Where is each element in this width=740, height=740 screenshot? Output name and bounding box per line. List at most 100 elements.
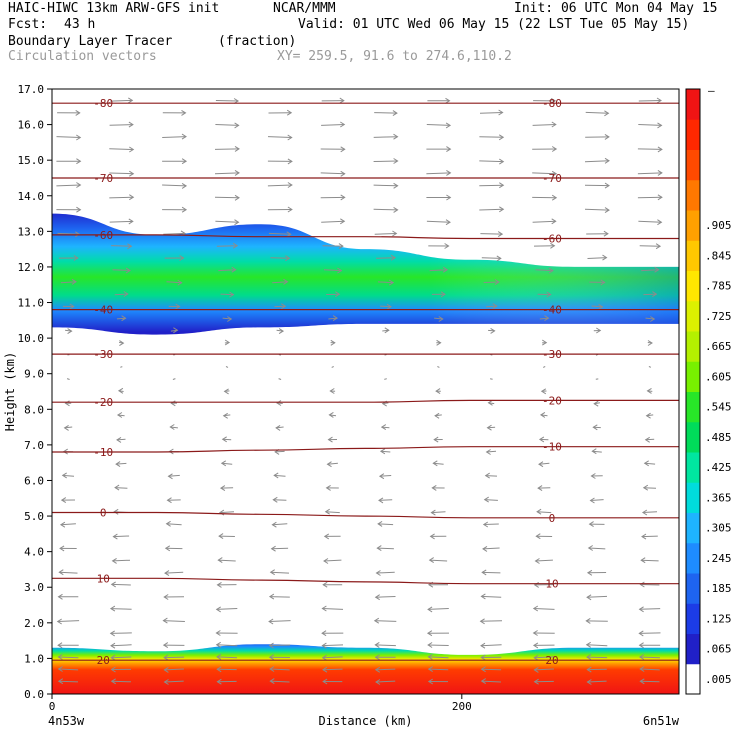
y-tick-label: 7.0 [24,439,44,452]
wind-vector [216,653,238,660]
wind-vector [586,594,608,601]
colorbar-swatch [686,149,700,181]
colorbar-label: .785 [705,280,732,293]
wind-vector [374,110,398,117]
wind-vector [272,278,289,285]
wind-vector [63,424,73,431]
wind-vector [479,158,505,165]
wind-vector [117,387,124,394]
colorbar-swatch [686,663,700,695]
wind-vector [120,366,123,368]
wind-vector [116,412,125,418]
wind-vector [167,473,180,480]
wind-vector [427,666,449,673]
wind-vector [373,182,399,189]
y-tick-label: 1.0 [24,652,44,665]
wind-vector [533,654,555,661]
wind-vector [114,484,128,491]
wind-vector [436,339,442,346]
wind-vector [322,243,344,250]
wind-vector [481,255,502,262]
wind-vector [326,461,338,468]
y-tick-label: 0.0 [24,688,44,701]
contour-label: -70 [93,172,113,185]
wind-vector [268,231,292,238]
wind-vector [268,593,290,600]
plot-frame [51,88,680,695]
wind-vector [215,606,238,613]
y-tick-label: 4.0 [24,546,44,559]
wind-vector [640,557,659,564]
wind-vector [329,388,336,394]
temperature-contour [52,446,679,453]
wind-vector [325,484,339,491]
tracer-layer-lower [52,644,679,694]
vector-field-title: Circulation vectors [8,49,157,64]
wind-vector [428,557,448,564]
wind-vector [323,267,343,274]
wind-vector [328,411,337,418]
wind-vector [374,230,398,237]
wind-vector [57,654,79,660]
colorbar-label: .365 [705,491,732,504]
wind-vector [170,327,179,334]
y-tick-label: 15.0 [18,154,45,167]
temperature-contour [52,511,679,519]
wind-vector [593,400,600,407]
wind-vector [433,436,443,443]
wind-vector [592,424,601,431]
wind-vector [589,497,604,504]
colorbar-frame [685,88,701,695]
wind-vector [116,315,127,322]
wind-vector [267,182,293,188]
contour-label: 0 [549,512,556,525]
wind-vector [426,630,450,637]
wind-vector [166,279,183,286]
wind-vector [323,533,341,540]
wind-vector [111,557,131,564]
colorbar-swatch [686,179,700,211]
contour-label: -20 [93,396,113,409]
wind-vector [535,533,553,540]
wind-vector [273,472,286,479]
wind-vector [584,157,610,164]
colorbar-top-label: – [708,84,715,97]
wind-vector [115,461,127,468]
wind-vector [380,424,390,431]
wind-vector [269,569,290,576]
wind-vector [434,316,444,322]
wind-vector [482,545,500,552]
colorbar-label: .185 [705,582,732,595]
wind-vector [481,569,501,576]
wind-vector [586,654,608,661]
wind-vector [645,412,654,419]
wind-vector [641,509,658,516]
y-tick-label: 2.0 [24,617,44,630]
y-axis-label: Height (km) [3,352,17,431]
wind-vector [274,303,287,310]
wind-vector [268,618,291,625]
wind-vector [163,679,184,685]
contour-label: 20 [545,654,558,667]
colorbar-swatch [686,603,700,634]
colorbar-label: .125 [705,612,732,625]
colorbar-label: .545 [705,401,732,414]
wind-vector [639,678,660,685]
wind-vector [321,654,343,661]
wind-vector [435,388,441,395]
wind-vector [484,472,498,479]
wind-vector [323,558,342,564]
contour-label: -30 [542,348,562,361]
wind-vector [585,617,608,624]
wind-vector [479,182,505,189]
wind-vector [437,366,440,368]
wind-vector [270,255,291,262]
wind-vector [542,339,548,346]
wind-vector [638,122,663,129]
wind-vector [65,328,73,335]
wind-vector [164,255,185,261]
wind-vector [642,484,657,491]
wind-vector [109,605,132,612]
wind-vector [542,366,546,368]
wind-vector [330,339,336,346]
